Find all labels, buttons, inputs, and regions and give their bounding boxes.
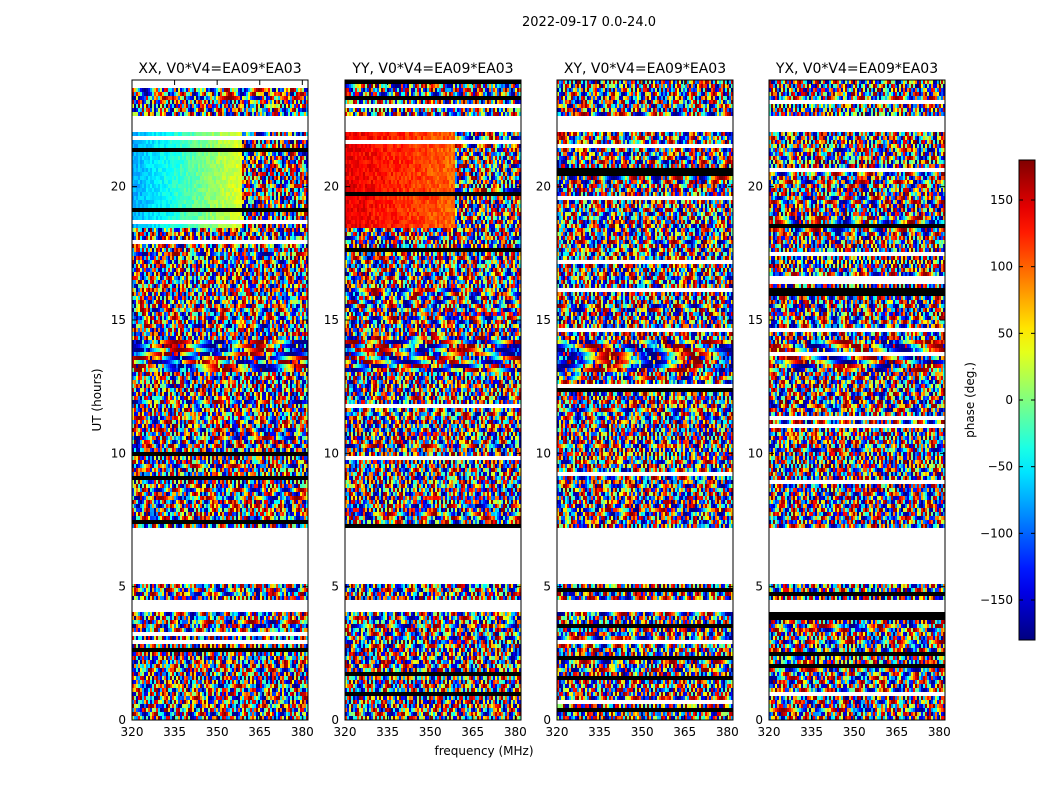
y-tick-label: 5	[331, 580, 339, 594]
x-tick-label: 380	[928, 725, 951, 739]
x-tick-label: 335	[163, 725, 186, 739]
phase-image	[132, 80, 308, 720]
panel-yx: YX, V0*V4=EA09*EA03 320 335 350 365 380 0 5 10 15…	[748, 61, 951, 739]
y-tick-label: 0	[543, 713, 551, 727]
phase-image	[769, 80, 945, 720]
panel-title: YX, V0*V4=EA09*EA03	[775, 61, 938, 77]
x-tick-label: 335	[376, 725, 399, 739]
x-tick-label: 350	[843, 725, 866, 739]
colorbar-tick-label: 150	[990, 193, 1013, 207]
x-tick-label: 380	[291, 725, 314, 739]
colorbar-tick-label: −50	[988, 460, 1013, 474]
y-tick-label: 0	[118, 713, 126, 727]
y-tick-label: 15	[536, 313, 551, 327]
panel-xx: XX, V0*V4=EA09*EA03 320 335 350 365 380 0 5 10 15…	[111, 61, 314, 739]
y-tick-label: 5	[543, 580, 551, 594]
x-tick-label: 350	[631, 725, 654, 739]
phase-image	[345, 80, 521, 720]
colorbar-label: phase (deg.)	[963, 362, 977, 438]
x-tick-label: 380	[716, 725, 739, 739]
colorbar-tick-label: 0	[1005, 393, 1013, 407]
colorbar-tick-label: 100	[990, 260, 1013, 274]
x-tick-label: 350	[419, 725, 442, 739]
axes-frame	[556, 79, 734, 721]
x-tick-label: 365	[461, 725, 484, 739]
y-tick-label: 5	[755, 580, 763, 594]
colorbar: −150 −100 −50 0 50 100 150 phase (deg.)	[963, 159, 1036, 641]
colorbar-tick-label: −100	[980, 526, 1013, 540]
axes-frame	[768, 79, 946, 721]
x-tick-label: 365	[673, 725, 696, 739]
x-tick-label: 320	[546, 725, 569, 739]
y-tick-label: 20	[324, 180, 339, 194]
y-tick-label: 15	[748, 313, 763, 327]
y-tick-label: 15	[324, 313, 339, 327]
y-tick-label: 5	[118, 580, 126, 594]
panels-group: XX, V0*V4=EA09*EA03 320 335 350 365 380 0 5 10 15…	[111, 61, 951, 739]
x-tick-label: 380	[504, 725, 527, 739]
y-axis-label: UT (hours)	[90, 368, 104, 431]
figure-title: 2022-09-17 0.0-24.0	[522, 15, 656, 30]
x-tick-label: 365	[248, 725, 271, 739]
y-tick-label: 10	[536, 446, 551, 460]
x-tick-label: 320	[758, 725, 781, 739]
y-tick-label: 20	[536, 180, 551, 194]
x-axis-label: frequency (MHz)	[434, 744, 533, 758]
axes-frame	[344, 79, 522, 721]
y-tick-label: 0	[755, 713, 763, 727]
y-tick-label: 20	[111, 180, 126, 194]
x-tick-label: 365	[885, 725, 908, 739]
x-tick-label: 320	[121, 725, 144, 739]
y-tick-label: 10	[748, 446, 763, 460]
x-tick-label: 335	[588, 725, 611, 739]
colorbar-tick-label: 50	[998, 326, 1013, 340]
panel-xy: XY, V0*V4=EA09*EA03 320 335 350 365 380 0 5 10 15…	[536, 61, 739, 739]
axes-frame	[131, 79, 309, 721]
x-tick-label: 350	[206, 725, 229, 739]
phase-image	[557, 80, 733, 720]
y-tick-label: 10	[111, 446, 126, 460]
y-tick-label: 0	[331, 713, 339, 727]
y-tick-label: 10	[324, 446, 339, 460]
panel-title: YY, V0*V4=EA09*EA03	[351, 61, 513, 77]
panel-yy: YY, V0*V4=EA09*EA03 320 335 350 365 380 0 5 10 15…	[324, 61, 527, 739]
panel-title: XY, V0*V4=EA09*EA03	[564, 61, 726, 77]
x-tick-label: 320	[334, 725, 357, 739]
colorbar-tick-label: −150	[980, 593, 1013, 607]
y-tick-label: 15	[111, 313, 126, 327]
y-tick-label: 20	[748, 180, 763, 194]
x-tick-label: 335	[800, 725, 823, 739]
panel-title: XX, V0*V4=EA09*EA03	[138, 61, 301, 77]
